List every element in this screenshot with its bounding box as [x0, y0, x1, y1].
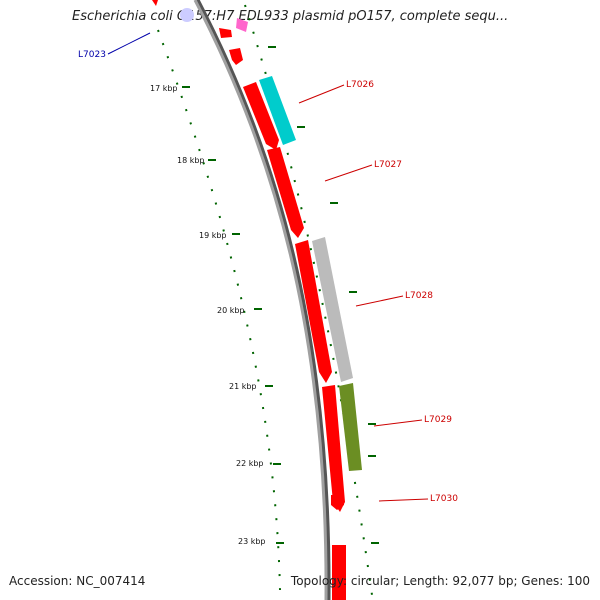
tick-label: 18 kbp: [177, 156, 205, 165]
backbone-shadow: [194, 0, 331, 600]
gene-leader-line: [355, 295, 404, 307]
tick-label: 20 kbp: [217, 306, 245, 315]
feature-red-top-3: [152, 0, 158, 6]
tick-label: 19 kbp: [199, 231, 227, 240]
tick-label: 22 kbp: [236, 459, 264, 468]
cds-arrow-l7030: [331, 495, 344, 510]
feature-cyan: [259, 76, 296, 145]
cds-arrow-l7027: [267, 147, 304, 238]
gene-leader-line: [324, 164, 373, 182]
gene-leader-line: [373, 419, 423, 427]
cds-arrow-l7026: [243, 82, 279, 150]
feature-gray: [312, 237, 353, 382]
gene-label-l7023[interactable]: L7023: [78, 50, 106, 60]
gene-label-l7028[interactable]: L7028: [405, 291, 433, 301]
backbone-arc: [193, 0, 328, 600]
tick-label: 21 kbp: [229, 382, 257, 391]
feature-pink: [236, 18, 248, 32]
tick-label: 17 kbp: [150, 84, 178, 93]
gene-label-l7026[interactable]: L7026: [346, 80, 374, 90]
gene-leader-line: [298, 84, 345, 104]
tick-label: 23 kbp: [238, 537, 266, 546]
gene-leader-line: [378, 498, 429, 502]
cds-arrow-l7029: [322, 385, 345, 512]
gene-label-l7027[interactable]: L7027: [374, 160, 402, 170]
feature-lavender: [180, 8, 194, 22]
cds-arrow-l7028: [295, 240, 332, 383]
gene-label-l7030[interactable]: L7030: [430, 494, 458, 504]
accession-text: Accession: NC_007414: [9, 574, 146, 588]
feature-olive: [339, 383, 362, 471]
gene-label-l7029[interactable]: L7029: [424, 415, 452, 425]
feature-red-top-2: [229, 48, 243, 65]
feature-red-top-1: [219, 28, 232, 38]
gene-leader-line: [107, 32, 151, 55]
cds-bottom: [332, 545, 346, 600]
genome-summary: Topology: circular; Length: 92,077 bp; G…: [290, 574, 590, 588]
